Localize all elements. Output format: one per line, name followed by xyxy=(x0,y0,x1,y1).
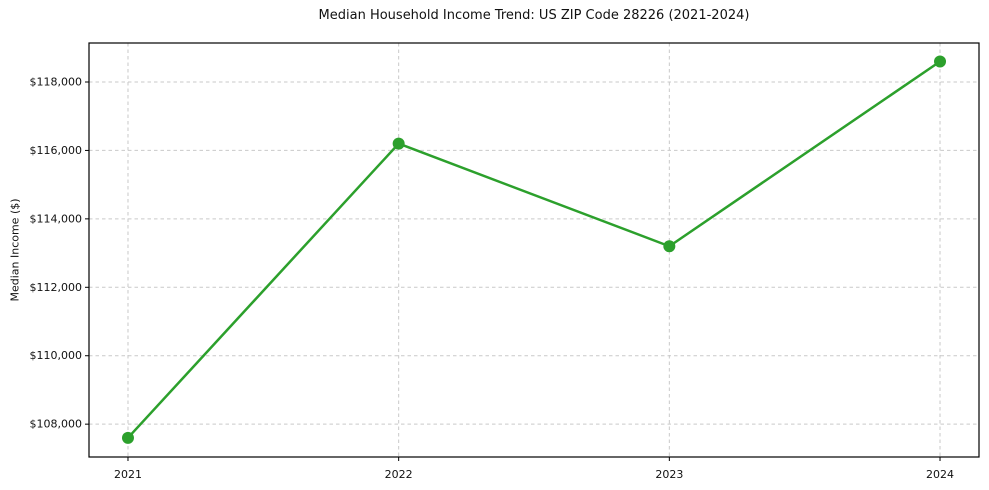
x-tick-label: 2021 xyxy=(114,468,142,481)
trend-line xyxy=(126,60,942,440)
y-tick-label: $116,000 xyxy=(30,144,83,157)
data-point-2023 xyxy=(663,240,676,253)
data-point-2021 xyxy=(121,431,134,444)
chart-title: Median Household Income Trend: US ZIP Co… xyxy=(318,8,750,23)
y-tick-label: $110,000 xyxy=(30,349,83,362)
plot-border xyxy=(88,42,980,458)
y-tick-label: $114,000 xyxy=(30,212,83,225)
y-tick-label: $112,000 xyxy=(30,281,83,294)
data-point-2024 xyxy=(934,55,947,68)
y-tick-label: $108,000 xyxy=(30,418,83,431)
data-point-2022 xyxy=(392,137,405,150)
x-tick-label: 2023 xyxy=(655,468,683,481)
y-tick-label: $118,000 xyxy=(30,76,83,89)
x-tick-label: 2024 xyxy=(926,468,954,481)
x-tick-label: 2022 xyxy=(385,468,413,481)
